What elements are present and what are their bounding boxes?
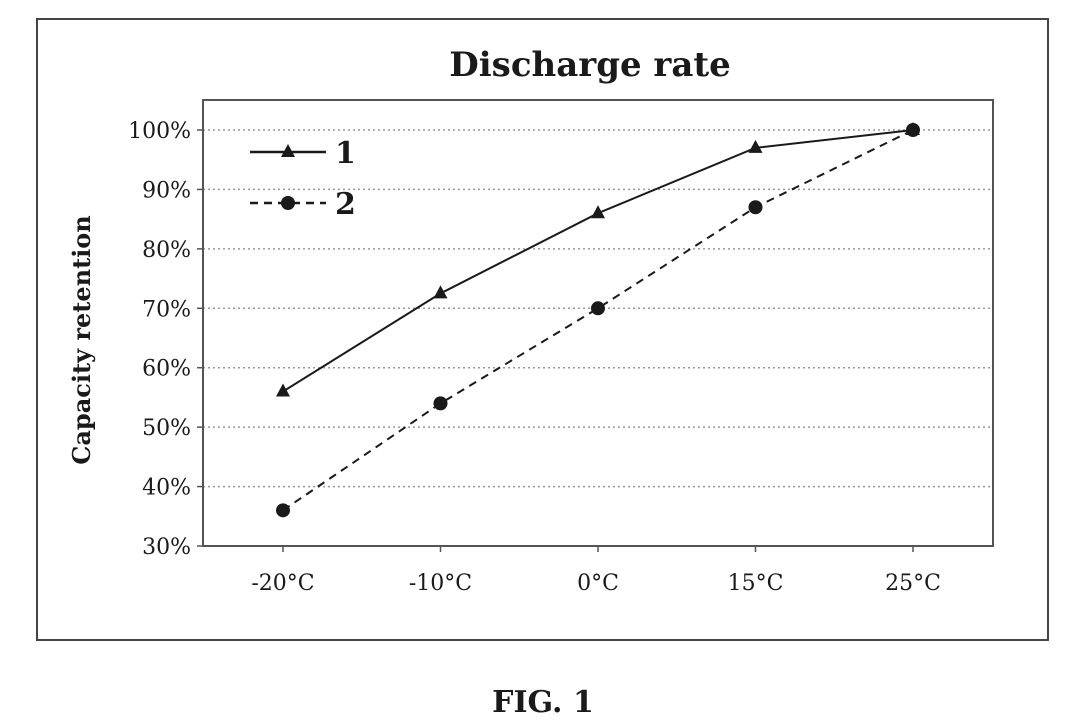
y-tick-label: 70% bbox=[142, 297, 191, 322]
y-tick-label: 60% bbox=[142, 357, 191, 382]
y-tick-label: 50% bbox=[142, 416, 191, 441]
legend-marker-2 bbox=[281, 196, 295, 210]
x-tick-label: -20°C bbox=[251, 571, 314, 596]
series-2-point bbox=[906, 123, 920, 137]
series-2-point bbox=[749, 200, 763, 214]
y-tick-label: 100% bbox=[128, 119, 191, 144]
y-tick-label: 90% bbox=[142, 178, 191, 203]
series-2-point bbox=[276, 503, 290, 517]
y-tick-label: 30% bbox=[142, 535, 191, 560]
y-tick-label: 40% bbox=[142, 476, 191, 501]
x-tick-label: 0°C bbox=[577, 571, 619, 596]
x-tick-label: -10°C bbox=[409, 571, 472, 596]
legend-label-1: 1 bbox=[335, 136, 356, 171]
legend-label-2: 2 bbox=[335, 187, 356, 222]
series-2-point bbox=[591, 301, 605, 315]
x-tick-label: 15°C bbox=[728, 571, 784, 596]
chart-title: Discharge rate bbox=[449, 45, 730, 85]
figure: Discharge rate 30% 40% 50% 60% 70% 80% 90% 100%… bbox=[0, 0, 1087, 726]
figure-caption: FIG. 1 bbox=[492, 685, 594, 720]
y-axis-label: Capacity retention bbox=[67, 215, 96, 464]
y-tick-label: 80% bbox=[142, 238, 191, 263]
series-2-point bbox=[434, 396, 448, 410]
x-tick-label: 25°C bbox=[885, 571, 941, 596]
